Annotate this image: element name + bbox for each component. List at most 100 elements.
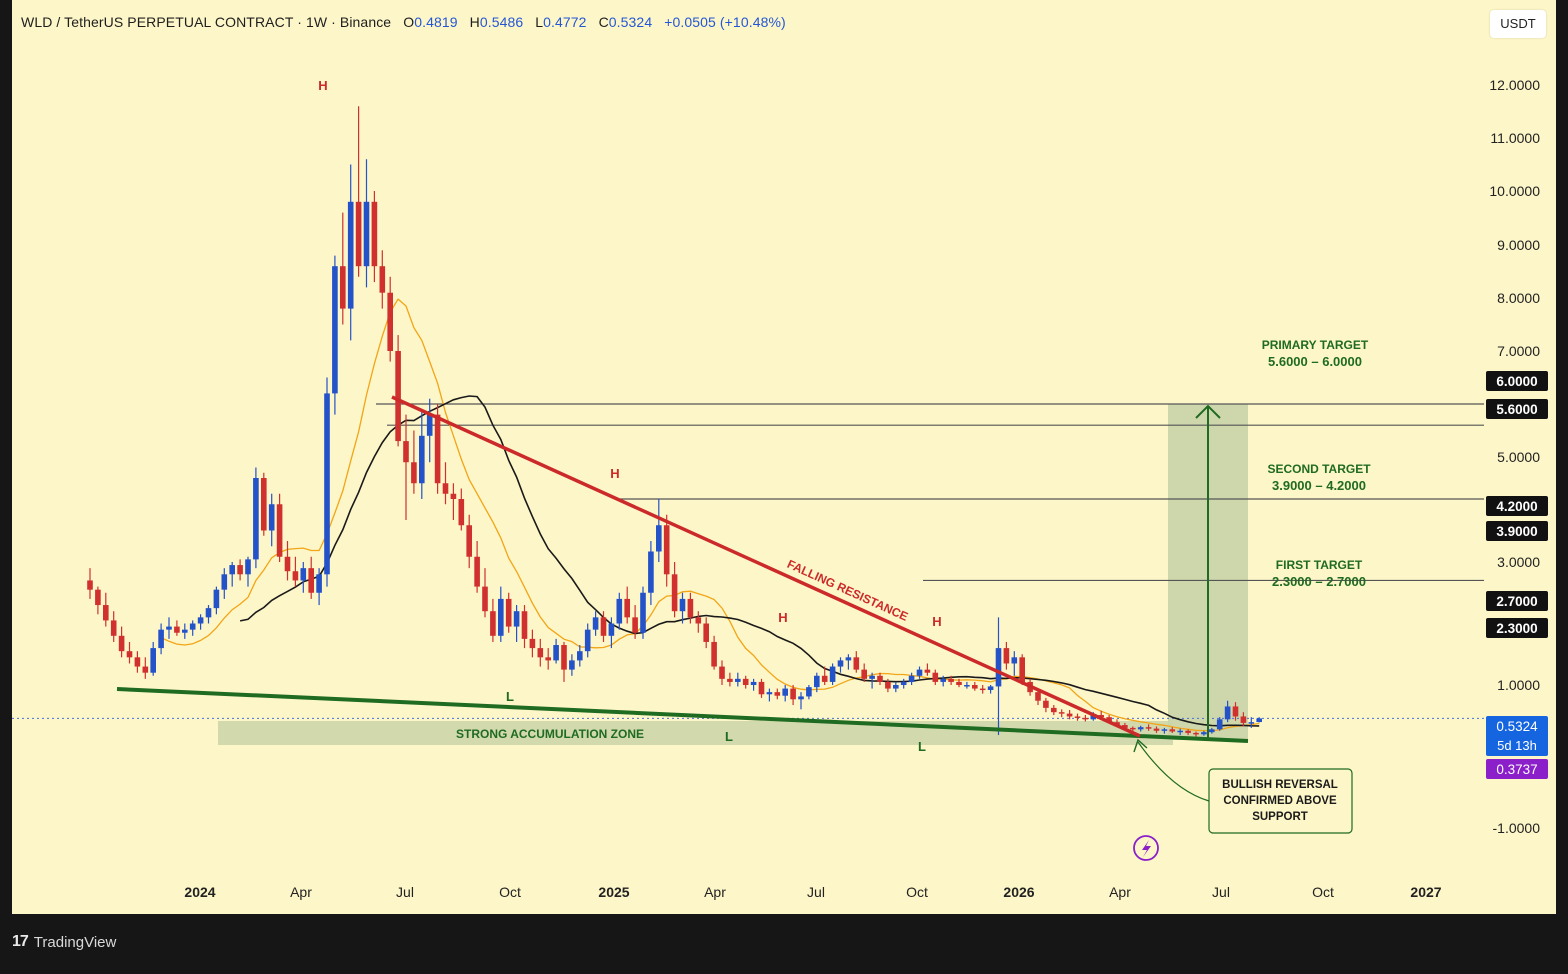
candle-body	[300, 568, 307, 581]
candle-body	[324, 393, 330, 575]
candle-body	[577, 651, 583, 661]
y-axis-tick-label: 10.0000	[1489, 183, 1540, 199]
candle-body	[340, 266, 346, 309]
candle-body	[545, 657, 551, 661]
candle-body	[679, 598, 686, 612]
candle-body	[276, 504, 283, 557]
price-level-tag	[1486, 496, 1548, 516]
candle-body	[403, 441, 409, 463]
candle-body	[987, 686, 994, 691]
candle-body	[766, 692, 773, 695]
candle-body	[932, 672, 939, 682]
currency-unit-button[interactable]: USDT	[1490, 10, 1546, 38]
candle-body	[387, 292, 393, 351]
candle-body	[1019, 657, 1025, 682]
y-axis-tick-label: 1.0000	[1497, 677, 1540, 693]
candle-body	[663, 525, 670, 575]
lightning-icon-bolt	[1142, 840, 1151, 857]
candle-body	[979, 688, 986, 691]
candle-body	[1193, 732, 1199, 735]
y-axis-tick-label: 12.0000	[1489, 77, 1540, 93]
candle-body	[1177, 730, 1183, 733]
target-range: 5.6000 – 6.0000	[1268, 354, 1362, 369]
candle-body	[972, 685, 978, 689]
candle-body	[490, 611, 496, 636]
y-axis-tick-label: 8.0000	[1497, 290, 1540, 306]
x-axis-tick-label: Jul	[807, 884, 825, 900]
candle-body	[434, 414, 441, 484]
candle-body	[118, 635, 125, 652]
candle-body	[1003, 648, 1010, 664]
candle-body	[87, 580, 93, 590]
candle-body	[182, 629, 188, 633]
low-marker: L	[506, 689, 514, 704]
candle-body	[166, 626, 172, 630]
candle-body	[1098, 715, 1104, 718]
x-axis-tick-label: 2024	[184, 884, 215, 900]
price-level-tag-text: 5.6000	[1496, 402, 1537, 417]
candle-body	[110, 620, 117, 636]
candle-body	[1137, 727, 1144, 730]
target-title: SECOND TARGET	[1267, 462, 1371, 476]
target-title: PRIMARY TARGET	[1262, 338, 1369, 352]
candle-body	[592, 617, 599, 630]
price-level-tag-text: 4.2000	[1496, 499, 1537, 514]
candle-body	[189, 623, 196, 630]
candle-body	[474, 556, 480, 587]
price-chart[interactable]: 2024 Apr Jul Oct 2025 Apr Jul Oct 2026 Apr Jul Oct 2…	[12, 0, 1556, 914]
change-value: +0.0505 (+10.48%)	[664, 14, 786, 30]
candle-body	[332, 266, 338, 394]
candle-body	[1066, 713, 1073, 717]
target-range: 3.9000 – 4.2000	[1272, 478, 1366, 493]
candle-body	[632, 617, 638, 633]
candle-body	[1169, 729, 1176, 732]
candle-body	[308, 568, 314, 593]
candle-body	[798, 696, 804, 700]
chart-frame[interactable]: 2024 Apr Jul Oct 2025 Apr Jul Oct 2026 Apr Jul Oct 2…	[12, 0, 1556, 914]
candle-body	[426, 414, 433, 436]
candle-body	[908, 675, 915, 682]
candle-body	[513, 611, 520, 627]
candle-body	[442, 483, 449, 494]
y-axis-tick-label: 5.0000	[1497, 449, 1540, 465]
support-trendline	[116, 687, 1249, 743]
candle-body	[197, 617, 204, 624]
candle-body	[861, 669, 867, 679]
falling-resistance-line	[391, 395, 1141, 738]
candle-body	[735, 678, 741, 682]
candle-body	[261, 478, 267, 531]
x-axis-tick-label: Apr	[704, 884, 726, 900]
x-axis-tick-label: 2025	[598, 884, 629, 900]
candle-body	[837, 660, 844, 667]
accumulation-zone	[218, 721, 1173, 745]
candle-body	[916, 669, 923, 676]
y-axis-tick-label: 3.0000	[1497, 554, 1540, 570]
x-axis-tick-label: Oct	[499, 884, 521, 900]
price-level-tag	[1486, 399, 1548, 419]
candle-body	[703, 623, 709, 642]
candle-body	[134, 657, 141, 667]
x-axis-tick-label: Oct	[906, 884, 928, 900]
candle-body	[853, 657, 860, 670]
candle-body	[363, 201, 370, 267]
candle-body	[727, 678, 733, 682]
bullish-callout-text: SUPPORT	[1252, 811, 1308, 823]
candle-body	[758, 681, 765, 695]
candle-body	[174, 626, 180, 633]
accumulation-zone-label: STRONG ACCUMULATION ZONE	[456, 727, 644, 741]
candle-body	[221, 574, 228, 590]
x-axis-tick-label: Apr	[290, 884, 312, 900]
candle-body	[719, 666, 725, 679]
last-price-tag	[1486, 716, 1548, 756]
bullish-callout-leader	[1137, 741, 1210, 802]
candle-body	[150, 648, 156, 673]
tradingview-brand: TradingView	[33, 933, 117, 951]
target-title: FIRST TARGET	[1276, 558, 1363, 572]
candle-body	[869, 675, 875, 679]
x-axis-tick-label: Jul	[1212, 884, 1230, 900]
y-axis-tick-label: 7.0000	[1497, 343, 1540, 359]
candle-body	[1161, 729, 1168, 731]
price-level-tag	[1486, 591, 1548, 611]
candle-body	[1224, 706, 1231, 720]
ma-slow-line	[239, 395, 1260, 727]
